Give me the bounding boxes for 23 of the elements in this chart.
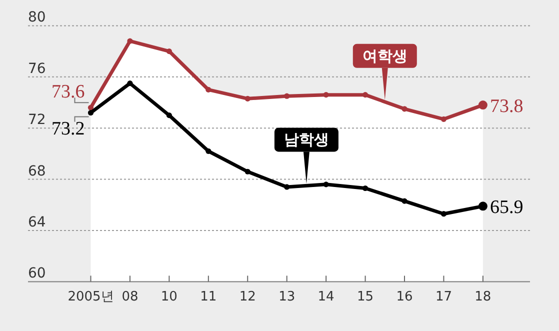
x-tick-label: 15 bbox=[357, 290, 374, 305]
y-tick-label: 80 bbox=[28, 10, 46, 26]
x-tick-label: 08 bbox=[122, 290, 138, 305]
x-tick-label: 18 bbox=[474, 290, 492, 305]
data-label: 65.9 bbox=[490, 197, 524, 218]
x-tick-label: 2005년 bbox=[68, 290, 114, 305]
series-label: 여학생 bbox=[362, 46, 408, 65]
y-tick-label: 64 bbox=[28, 214, 46, 230]
y-tick-label: 72 bbox=[28, 112, 46, 128]
x-tick-label: 16 bbox=[396, 290, 413, 305]
y-tick-label: 76 bbox=[28, 60, 46, 77]
x-tick-label: 13 bbox=[278, 290, 296, 305]
y-tick-label: 60 bbox=[28, 266, 46, 282]
x-tick-label: 14 bbox=[318, 290, 334, 305]
x-tick-label: 17 bbox=[435, 290, 452, 305]
x-tick-label: 12 bbox=[239, 290, 256, 305]
data-label: 73.6 bbox=[52, 82, 85, 103]
data-label: 73.8 bbox=[490, 96, 524, 118]
x-tick-label: 10 bbox=[160, 290, 178, 305]
data-label: 73.2 bbox=[52, 118, 85, 140]
x-tick-label: 11 bbox=[200, 290, 217, 305]
y-tick-label: 68 bbox=[28, 163, 46, 180]
text: 남학생 bbox=[284, 130, 329, 149]
